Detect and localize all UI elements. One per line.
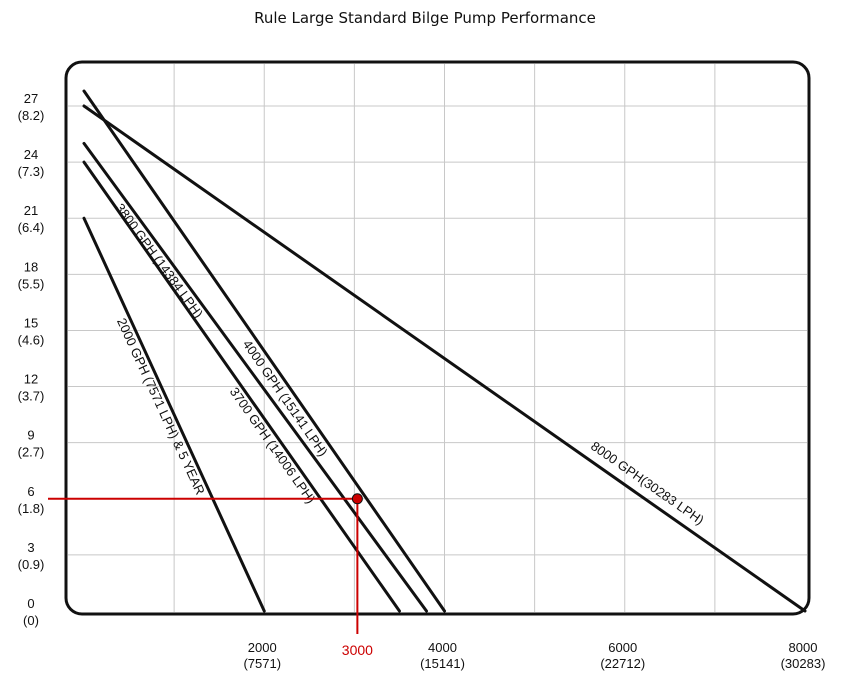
y-tick-sublabel: (0.9) — [18, 557, 45, 572]
x-tick-sublabel: (30283) — [781, 656, 826, 671]
y-tick-label: 21 — [24, 203, 38, 218]
y-tick-label: 3 — [27, 540, 34, 555]
series-line-2 — [82, 141, 428, 613]
plot-frame — [64, 60, 811, 616]
marker-label: 3000 — [342, 642, 373, 658]
series-line-1 — [82, 160, 401, 613]
x-tick-label: 6000 — [608, 640, 637, 655]
y-tick-label: 0 — [27, 596, 34, 611]
y-tick-label: 27 — [24, 91, 38, 106]
y-tick-sublabel: (1.8) — [18, 501, 45, 516]
series-line-3 — [82, 89, 446, 613]
y-tick-sublabel: (6.4) — [18, 220, 45, 235]
y-axis-ticks: 0 (0) 3 (0.9) 6 (1.8) 9 (2.7) 12 (3.7) 15 (4.6) 18 (5… — [18, 91, 45, 628]
y-tick-sublabel: (0) — [23, 613, 39, 628]
x-tick-label: 8000 — [789, 640, 818, 655]
y-tick-sublabel: (7.3) — [18, 164, 45, 179]
x-tick-sublabel: (7571) — [243, 656, 281, 671]
series-label-3: 4000 GPH (15141 LPH) — [240, 337, 331, 459]
y-tick-label: 6 — [27, 484, 34, 499]
reference-marker: 3000 — [48, 493, 373, 658]
chart-title: Rule Large Standard Bilge Pump Performan… — [254, 9, 596, 27]
y-tick-sublabel: (8.2) — [18, 108, 45, 123]
series-lines — [82, 89, 807, 613]
series-line-4 — [82, 104, 807, 613]
y-tick-label: 9 — [27, 428, 34, 443]
y-tick-sublabel: (5.5) — [18, 276, 45, 291]
grid — [68, 64, 807, 612]
y-tick-label: 18 — [24, 259, 38, 274]
y-tick-sublabel: (4.6) — [18, 332, 45, 347]
x-tick-sublabel: (22712) — [600, 656, 645, 671]
y-tick-sublabel: (3.7) — [18, 389, 45, 404]
x-axis-ticks: 2000(7571) 4000(15141) 6000(22712) 8000(302… — [243, 640, 825, 671]
series-label-4: 8000 GPH(30283 LPH) — [588, 438, 707, 527]
series-line-0 — [82, 216, 266, 613]
y-tick-label: 24 — [24, 147, 38, 162]
marker-point — [351, 493, 363, 505]
x-tick-label: 4000 — [428, 640, 457, 655]
y-tick-sublabel: (2.7) — [18, 445, 45, 460]
y-tick-label: 15 — [24, 315, 38, 330]
y-tick-label: 12 — [24, 372, 38, 387]
x-tick-label: 2000 — [248, 640, 277, 655]
x-tick-sublabel: (15141) — [420, 656, 465, 671]
series-label-0: 2000 GPH (7571 LPH) & 5 YEAR — [114, 316, 208, 497]
